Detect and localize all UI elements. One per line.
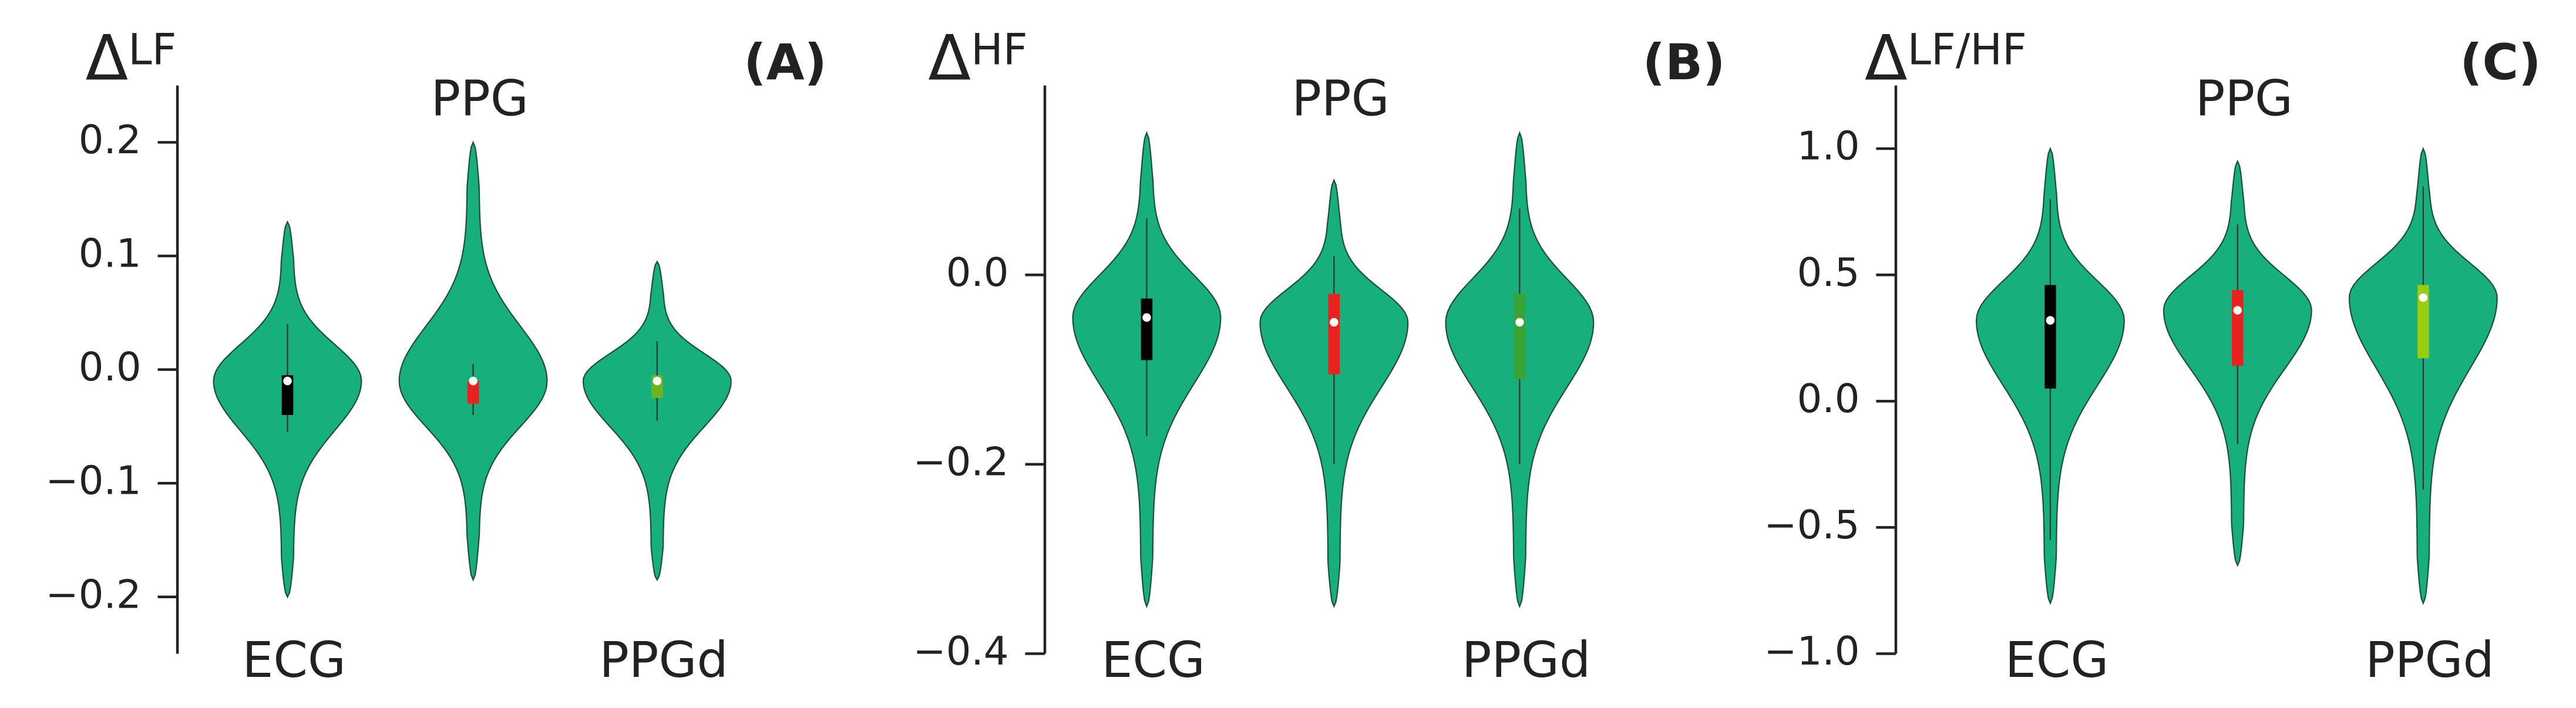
y-label-sup: LF/HF [1908,25,2027,75]
panel-label: (A) [744,33,827,91]
category-label: ECG [2005,631,2109,689]
box [2417,285,2429,359]
y-tick-label: 0.1 [79,231,142,277]
category-label: PPGd [1462,631,1590,689]
median [1142,313,1151,322]
y-label: ΔLF/HF [1865,22,2027,95]
median [283,376,292,386]
median [469,376,477,386]
panel: −0.2 −0.1 0.0 0.1 0.2 ΔLF (A) ECG PPG PPGd [46,22,827,689]
median [1515,318,1524,327]
box [467,380,479,404]
y-label: ΔHF [928,22,1027,95]
box [1514,294,1526,379]
panel-label: (B) [1643,33,1726,91]
y-tick-label: 0.0 [79,344,142,390]
y-label-base: Δ [928,22,971,95]
category-label: ECG [242,631,346,689]
y-tick-label: 0.2 [79,117,142,163]
y-tick-label: 0.5 [1797,250,1860,295]
panel: −0.4 −0.2 0.0 ΔHF (B) ECG PPG PPGd [913,22,1725,689]
box [281,375,294,415]
category-label: ECG [1101,631,1205,689]
panel-label: (C) [2460,33,2541,91]
category-label: PPG [431,70,529,127]
category-label: PPGd [599,631,728,689]
median [2046,316,2055,325]
median [1330,318,1339,327]
y-tick-label: 0.0 [946,250,1009,295]
category-label: PPG [1292,70,1389,127]
y-label-sup: LF [128,25,176,75]
y-tick-label: 0.0 [1797,376,1860,422]
median [2233,306,2242,315]
y-tick-label: −0.5 [1764,502,1859,548]
y-tick-label: −1.0 [1764,628,1859,674]
median [2419,293,2428,302]
median [653,376,662,386]
y-tick-label: −0.1 [46,458,142,504]
box [1141,298,1153,360]
y-label-base: Δ [85,22,128,95]
y-tick-label: −0.4 [913,628,1008,674]
violin [398,140,548,582]
box [2231,290,2244,366]
box [1328,294,1340,375]
y-tick-label: −0.2 [46,571,142,617]
category-label: PPGd [2365,631,2494,689]
y-tick-label: 1.0 [1797,123,1860,169]
y-tick-label: −0.2 [913,439,1008,484]
y-label-base: Δ [1865,22,1908,95]
y-label-sup: HF [971,25,1028,75]
category-label: PPG [2195,70,2293,127]
y-label: ΔLF [85,22,176,95]
box [2044,285,2056,389]
